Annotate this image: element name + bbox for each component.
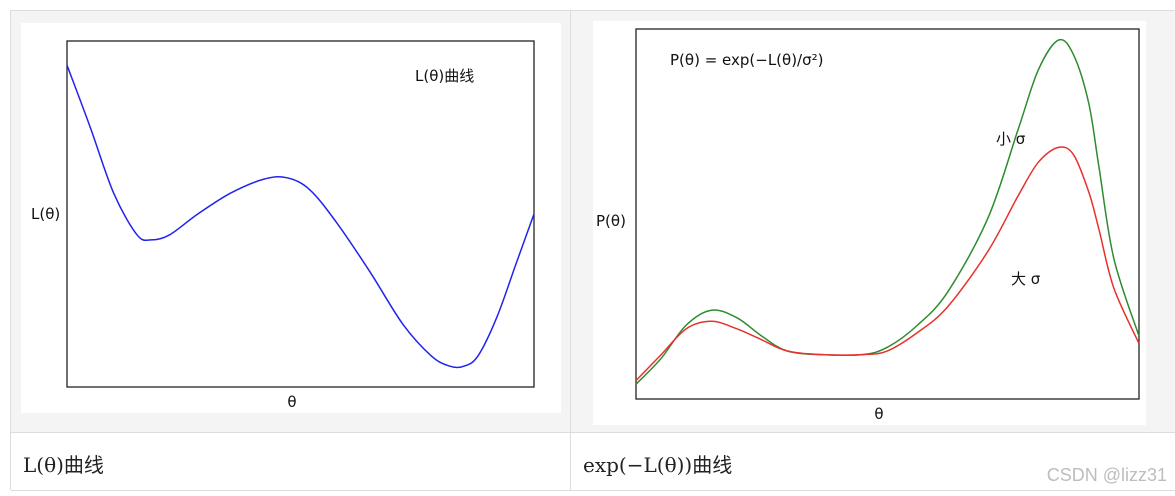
chart-1-ylabel: L(θ) bbox=[31, 205, 60, 223]
right-image-cell: P(θ) = exp(−L(θ)/σ²) P(θ) θ 小 σ 大 σ bbox=[571, 11, 1175, 433]
chart-2: P(θ) = exp(−L(θ)/σ²) P(θ) θ 小 σ 大 σ bbox=[593, 21, 1146, 425]
chart-1-plot-frame bbox=[66, 40, 535, 388]
chart-1-title: L(θ)曲线 bbox=[415, 67, 474, 85]
figure-table: L(θ)曲线 L(θ) θ P(θ) = exp(−L(θ)/σ²) P(θ) … bbox=[10, 10, 1175, 491]
left-image-cell: L(θ)曲线 L(θ) θ bbox=[11, 11, 571, 433]
chart-2-series-line-small-sigma bbox=[635, 38, 1140, 385]
chart-2-series-line-large-sigma bbox=[635, 146, 1140, 382]
chart-1-series-line bbox=[66, 64, 535, 369]
chart-2-label-large-sigma: 大 σ bbox=[1011, 270, 1041, 288]
right-caption: exp(−L(θ))曲线 bbox=[583, 453, 733, 477]
chart-2-plot-frame bbox=[635, 28, 1140, 400]
watermark: CSDN @lizz31 bbox=[1046, 465, 1167, 485]
right-caption-cell: exp(−L(θ))曲线 bbox=[571, 433, 1175, 491]
left-caption-cell: L(θ)曲线 bbox=[11, 433, 571, 491]
chart-2-label-small-sigma: 小 σ bbox=[996, 130, 1026, 148]
chart-1: L(θ)曲线 L(θ) θ bbox=[21, 23, 561, 413]
chart-2-title: P(θ) = exp(−L(θ)/σ²) bbox=[670, 51, 823, 69]
left-caption: L(θ)曲线 bbox=[23, 453, 104, 477]
chart-1-xlabel: θ bbox=[287, 393, 296, 411]
chart-2-ylabel: P(θ) bbox=[596, 212, 626, 230]
chart-2-xlabel: θ bbox=[874, 405, 883, 423]
